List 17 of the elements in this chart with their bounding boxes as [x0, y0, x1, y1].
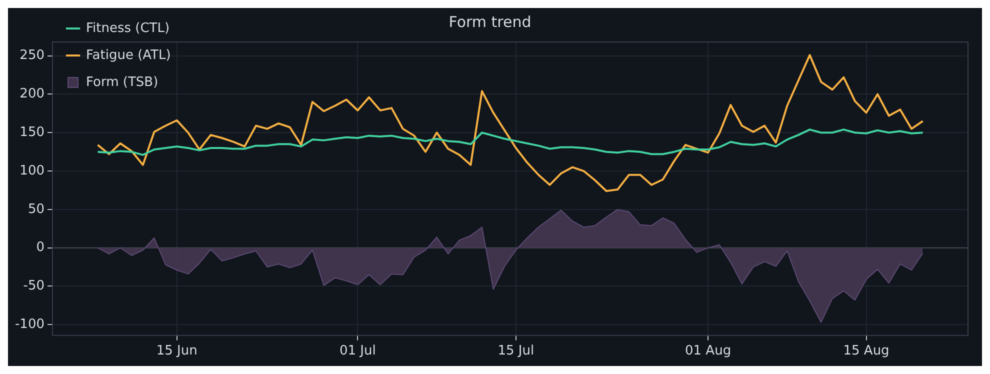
x-tick-label: 15 Jul	[498, 344, 534, 359]
x-tick-label: 01 Jul	[339, 344, 376, 359]
y-tick-label: 100	[20, 163, 45, 178]
y-tick-label: 200	[20, 86, 45, 102]
y-tick-label: 150	[20, 125, 45, 140]
x-tick-label: 01 Aug	[685, 344, 732, 359]
y-tick-label: 50	[28, 202, 45, 217]
legend-label: Form (TSB)	[86, 74, 158, 90]
x-tick-label: 15 Jun	[156, 344, 198, 359]
y-tick-label: 0	[36, 240, 45, 256]
y-tick-label: 250	[20, 48, 45, 64]
legend-label: Fitness (CTL)	[86, 20, 170, 36]
legend-label: Fatigue (ATL)	[86, 48, 171, 63]
y-tick-label: -50	[23, 278, 45, 294]
x-tick-label: 15 Aug	[843, 344, 890, 359]
y-tick-label: -100	[14, 317, 45, 332]
chart-title: Form trend	[448, 12, 532, 31]
